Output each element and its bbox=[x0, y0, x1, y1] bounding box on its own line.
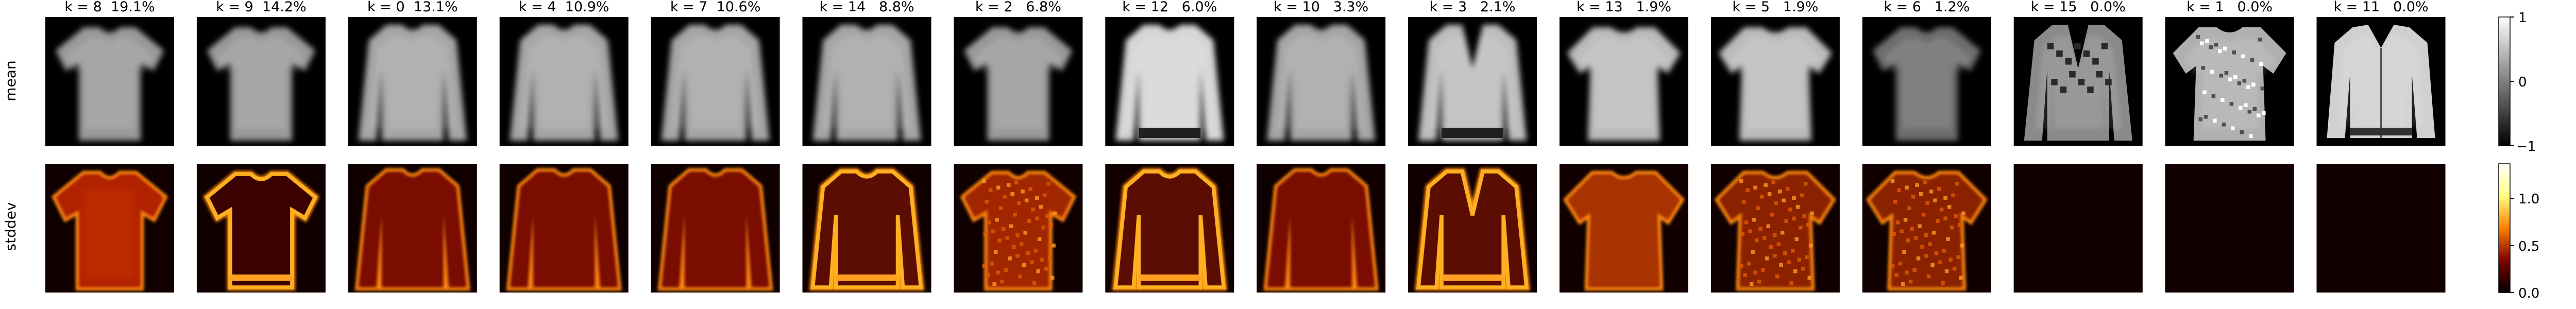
panel-column-k12: k = 12 6.0% bbox=[1105, 0, 1234, 293]
mean-garment bbox=[2173, 27, 2286, 141]
panel-column-k13: k = 13 1.9% bbox=[1560, 0, 1688, 293]
mean-garment bbox=[1267, 25, 1376, 141]
colorbar-mean-tick-label-bottom: −1 bbox=[2516, 139, 2536, 154]
panel-column-k2: k = 2 6.8% bbox=[954, 0, 1083, 293]
panel-column-k0: k = 0 13.1% bbox=[348, 0, 477, 293]
panel-column-k15: k = 15 0.0% bbox=[2013, 0, 2143, 293]
panel-column-k3: k = 3 2.1% bbox=[1408, 0, 1537, 293]
stddev-garment bbox=[1415, 168, 1531, 291]
panel-title: k = 2 6.8% bbox=[975, 0, 1061, 15]
panel-column-k4: k = 4 10.9% bbox=[499, 0, 629, 293]
panel-title: k = 10 3.3% bbox=[1274, 0, 1368, 15]
panel-title: k = 1 0.0% bbox=[2187, 0, 2273, 15]
colorbar-stddev: 1.0 0.5 0.0 bbox=[2498, 163, 2539, 301]
stddev-garment bbox=[1263, 168, 1379, 291]
panel-title: k = 5 1.9% bbox=[1732, 0, 1818, 15]
mean-garment bbox=[358, 25, 467, 141]
stddev-garment bbox=[657, 168, 773, 291]
mean-garment bbox=[661, 25, 770, 141]
mean-garment bbox=[1418, 25, 1527, 141]
panel-column-k8: k = 8 19.1% bbox=[45, 0, 174, 293]
mean-garment bbox=[510, 25, 618, 141]
panel-title: k = 3 2.1% bbox=[1430, 0, 1516, 15]
stddev-garment bbox=[506, 168, 622, 291]
stddev-garment bbox=[1112, 168, 1228, 291]
stddev-empty bbox=[2013, 164, 2143, 293]
panel-title: k = 12 6.0% bbox=[1122, 0, 1217, 15]
panel-title: k = 6 1.2% bbox=[1884, 0, 1970, 15]
mean-garment bbox=[2327, 25, 2435, 138]
colorbar-mean-tick-label-mid: 0 bbox=[2518, 75, 2527, 90]
panel-title: k = 9 14.2% bbox=[216, 0, 307, 15]
row-label-stddev: stddev bbox=[2, 202, 19, 251]
mean-garment bbox=[812, 25, 921, 141]
stddev-empty bbox=[2316, 164, 2446, 293]
panel-column-k11: k = 11 0.0% bbox=[2316, 0, 2446, 293]
panel-column-k7: k = 7 10.6% bbox=[651, 0, 780, 293]
mean-garment bbox=[56, 27, 164, 141]
row-label-mean: mean bbox=[2, 60, 19, 101]
panel-column-k14: k = 14 8.8% bbox=[802, 0, 931, 293]
mean-garment bbox=[2024, 25, 2132, 141]
panel-title: k = 15 0.0% bbox=[2031, 0, 2126, 15]
colorbar-mean-tick-label-top: 1 bbox=[2518, 10, 2527, 26]
stddev-garment bbox=[1866, 170, 1988, 291]
panel-title: k = 0 13.1% bbox=[367, 0, 458, 15]
panel-title: k = 13 1.9% bbox=[1577, 0, 1671, 15]
panel-title: k = 8 19.1% bbox=[64, 0, 155, 15]
panel-column-k5: k = 5 1.9% bbox=[1710, 0, 1840, 293]
colorbar-mean: 1 0 −1 bbox=[2498, 10, 2536, 154]
panel-grid: k = 8 19.1% k = 9 14.2% k = 0 13.1% k = 4 1… bbox=[45, 0, 2446, 293]
mean-garment bbox=[1567, 27, 1681, 141]
panel-column-k10: k = 10 3.3% bbox=[1257, 0, 1386, 293]
stddev-garment bbox=[1563, 170, 1685, 291]
panel-column-k6: k = 6 1.2% bbox=[1862, 0, 1991, 293]
stddev-garment bbox=[809, 168, 925, 291]
colorbar-stddev-tick-label-bottom: 0.0 bbox=[2518, 286, 2539, 301]
mean-garment bbox=[207, 27, 315, 141]
colorbar-stddev-tick-label-top: 1.0 bbox=[2518, 192, 2539, 207]
stddev-garment bbox=[1714, 170, 1836, 291]
mean-garment bbox=[1115, 25, 1224, 141]
mean-garment bbox=[1872, 27, 1981, 141]
colorbar-mean-gradient bbox=[2498, 16, 2511, 146]
stddev-empty bbox=[2165, 164, 2294, 293]
panel-column-k1: k = 1 0.0% bbox=[2165, 0, 2294, 293]
stddev-garment bbox=[52, 170, 168, 291]
panel-title: k = 4 10.9% bbox=[519, 0, 609, 15]
mean-garment bbox=[1718, 27, 1832, 141]
panel-title: k = 11 0.0% bbox=[2333, 0, 2428, 15]
panel-column-k9: k = 9 14.2% bbox=[196, 0, 326, 293]
stddev-garment bbox=[960, 170, 1077, 291]
stddev-garment bbox=[203, 170, 319, 291]
panel-title: k = 14 8.8% bbox=[819, 0, 914, 15]
colorbar-stddev-gradient bbox=[2498, 163, 2511, 293]
colorbar-stddev-tick-label-mid: 0.5 bbox=[2518, 239, 2539, 254]
panel-title: k = 7 10.6% bbox=[670, 0, 761, 15]
stddev-garment bbox=[354, 168, 470, 291]
mean-garment bbox=[964, 27, 1073, 141]
